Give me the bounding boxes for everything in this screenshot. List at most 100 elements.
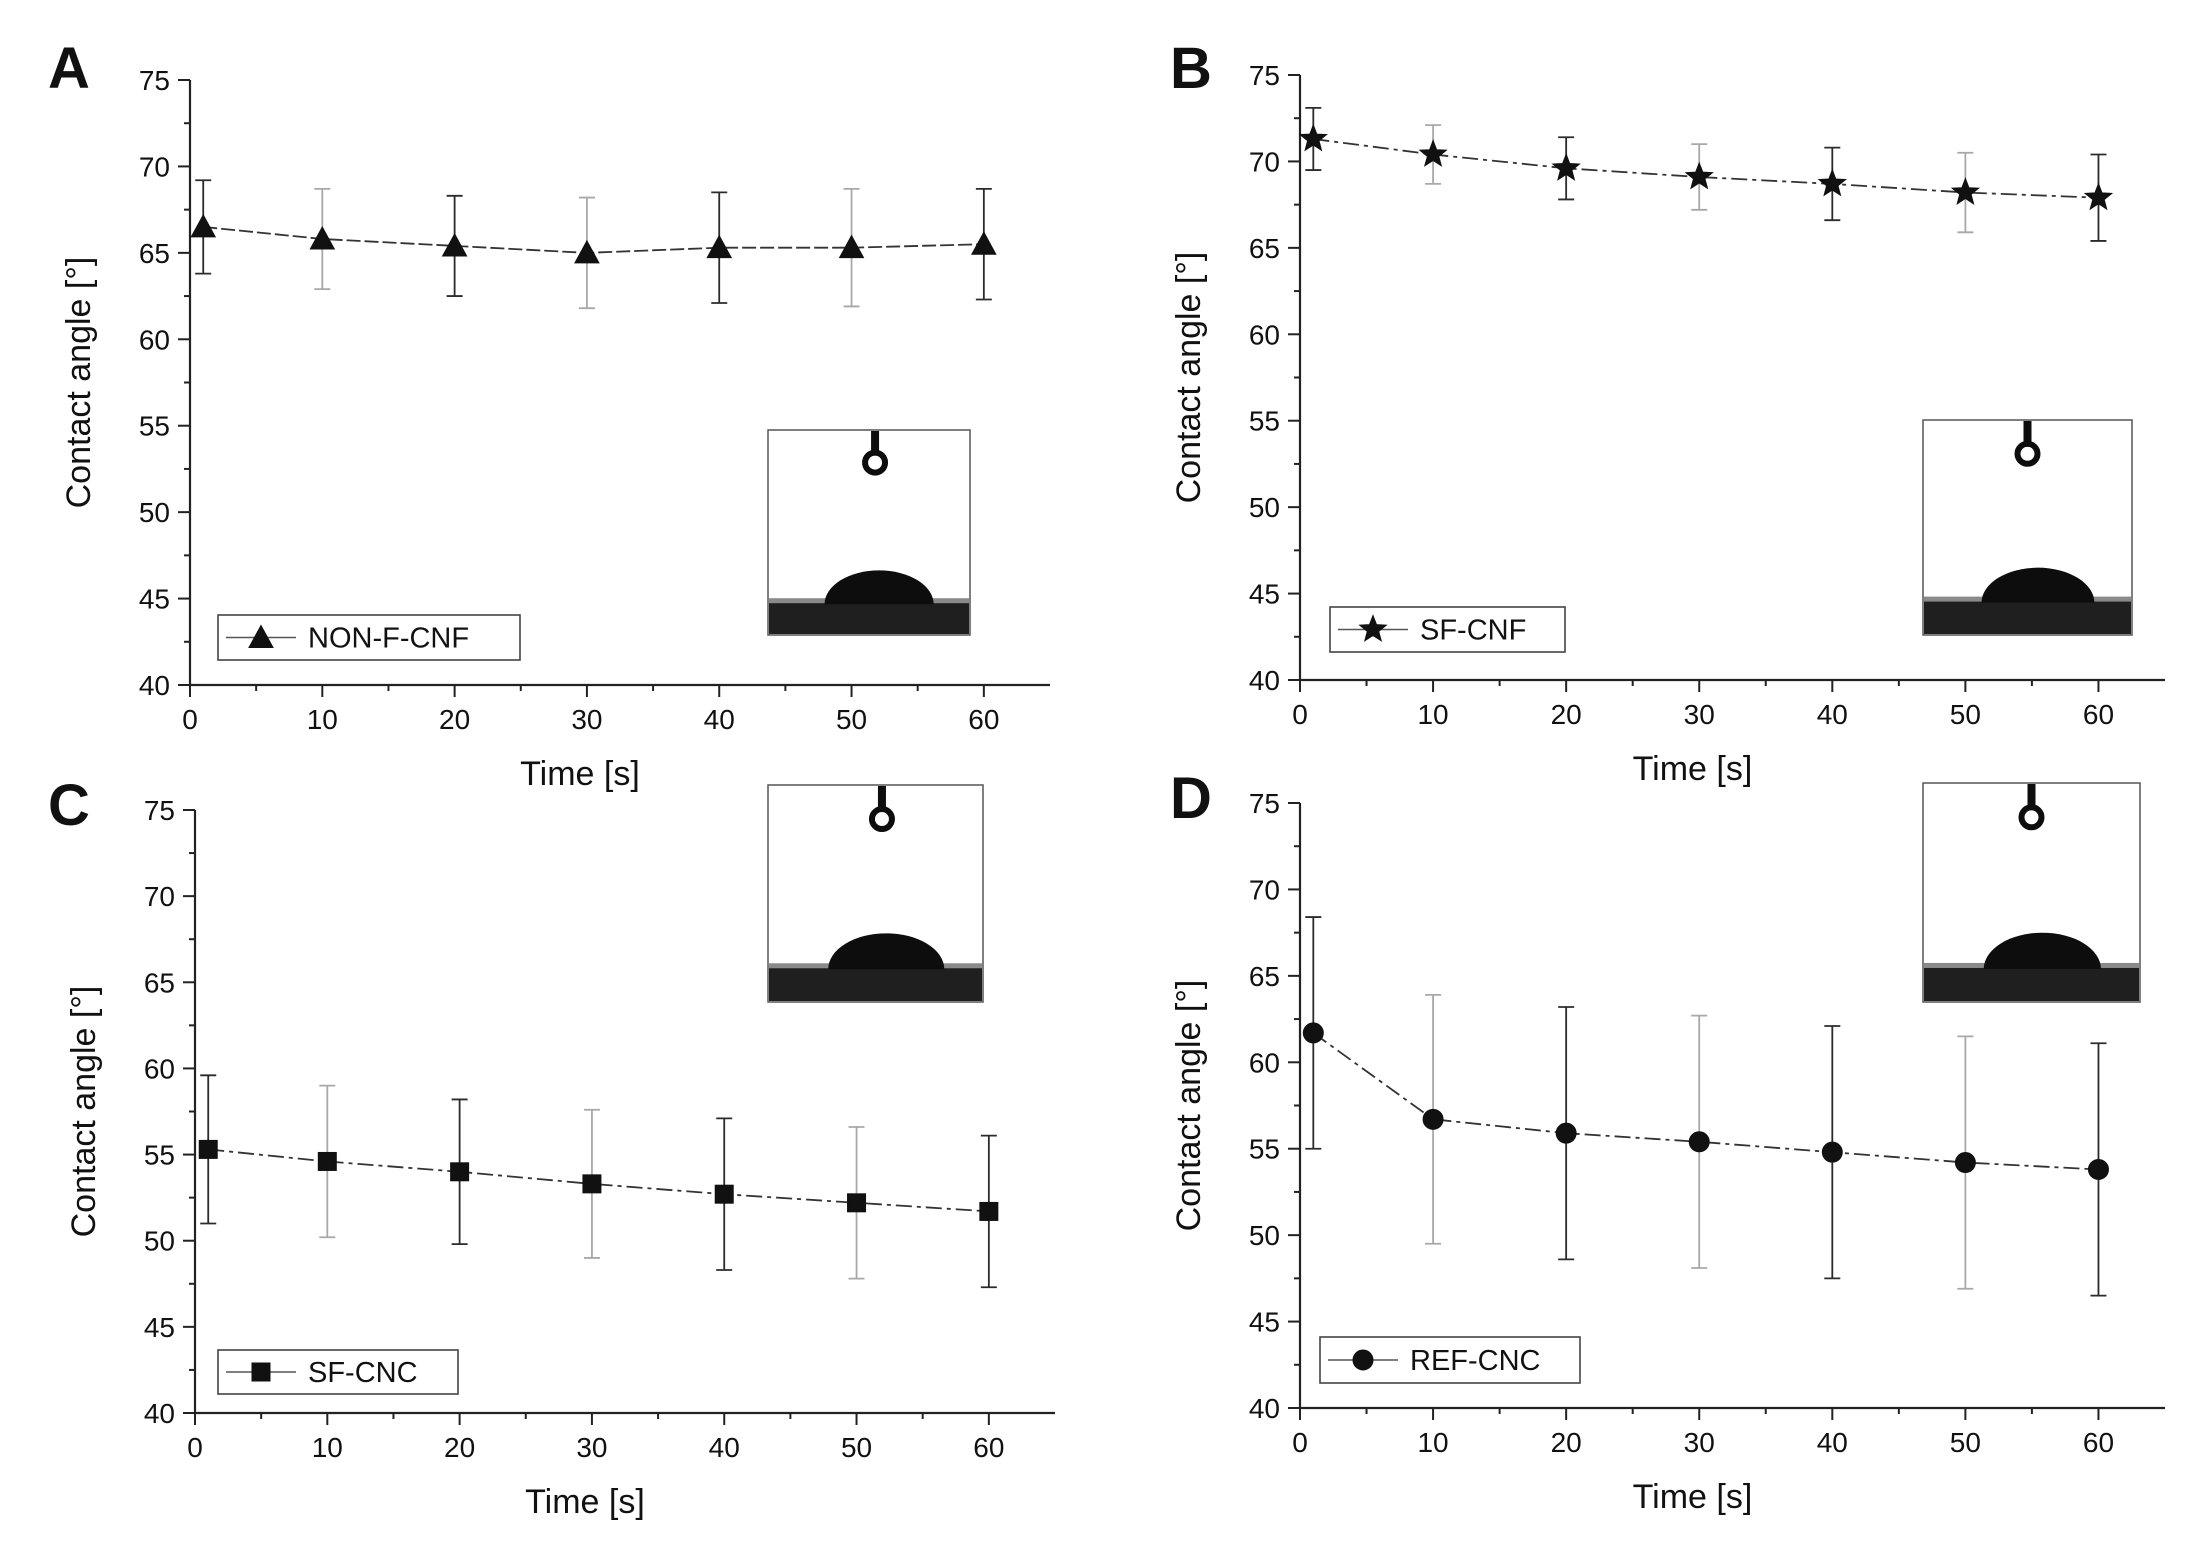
data-point	[1302, 1022, 1324, 1044]
x-tick-label: 0	[1292, 1427, 1308, 1458]
substrate-shadow	[1924, 966, 2139, 1001]
substrate-shadow	[769, 602, 969, 634]
y-tick-label: 75	[1249, 788, 1280, 819]
y-tick-label: 50	[139, 497, 170, 528]
x-tick-label: 40	[1817, 1427, 1848, 1458]
data-point	[574, 239, 600, 264]
data-point	[198, 1139, 218, 1159]
y-tick-label: 55	[144, 1140, 175, 1171]
y-tick-label: 45	[1249, 579, 1280, 610]
pendant-drop	[2018, 804, 2045, 831]
panel-letter: C	[48, 773, 90, 838]
legend-marker	[1358, 614, 1388, 642]
y-tick-label: 75	[1249, 60, 1280, 91]
y-tick-label: 55	[139, 411, 170, 442]
data-point	[1821, 1141, 1843, 1163]
y-tick-label: 60	[1249, 1047, 1280, 1078]
legend-label: REF-CNC	[1410, 1345, 1541, 1377]
legend: NON-F-CNF	[217, 614, 521, 661]
data-point	[1418, 139, 1448, 167]
x-tick-label: 20	[444, 1432, 475, 1463]
pendant-drop	[2014, 440, 2041, 467]
x-axis-title: Time [s]	[1633, 1478, 1753, 1516]
x-tick-label: 40	[704, 704, 735, 735]
legend: REF-CNC	[1319, 1336, 1581, 1384]
x-tick-label: 20	[439, 704, 470, 735]
legend-marker	[1352, 1349, 1374, 1371]
data-point	[706, 234, 733, 259]
y-tick-label: 45	[139, 584, 170, 615]
data-point	[971, 231, 997, 255]
x-tick-label: 50	[1950, 1427, 1981, 1458]
x-tick-label: 40	[709, 1432, 740, 1463]
x-tick-label: 50	[1950, 699, 1981, 730]
data-point	[979, 1201, 999, 1221]
data-point	[2087, 1158, 2109, 1180]
x-tick-label: 60	[973, 1432, 1004, 1463]
needle	[2027, 784, 2036, 811]
y-axis-title: Contact angle [°]	[60, 257, 98, 509]
x-tick-label: 30	[1684, 1427, 1715, 1458]
droplet-inset-image	[1922, 419, 2133, 636]
substrate-shadow	[1924, 600, 2131, 634]
data-point	[582, 1174, 602, 1194]
x-tick-label: 60	[2083, 1427, 2114, 1458]
y-tick-label: 40	[139, 670, 170, 701]
data-point	[1954, 1152, 1976, 1174]
droplet-inset-image	[767, 784, 984, 1003]
y-tick-label: 65	[1249, 233, 1280, 264]
y-tick-label: 45	[1249, 1307, 1280, 1338]
panel-letter: B	[1170, 36, 1212, 101]
panel-a: A 40 45 50 55 60 65 70 75 0 10 20 30 40 50 60 Time [s] Co…	[48, 36, 1050, 793]
y-tick-label: 55	[1249, 1134, 1280, 1165]
x-tick-label: 30	[1684, 699, 1715, 730]
y-tick-label: 75	[139, 65, 170, 96]
y-tick-label: 60	[139, 324, 170, 355]
x-axis-title: Time [s]	[520, 755, 640, 793]
x-tick-label: 20	[1551, 699, 1582, 730]
data-point	[1551, 152, 1581, 181]
data-point	[847, 1193, 867, 1213]
y-tick-label: 50	[144, 1226, 175, 1257]
needle	[2023, 421, 2032, 447]
sessile-droplet	[1981, 567, 2095, 603]
y-tick-label: 60	[144, 1053, 175, 1084]
x-tick-label: 40	[1817, 699, 1848, 730]
data-point	[1817, 168, 1847, 197]
legend-marker	[248, 624, 274, 648]
x-tick-label: 10	[1417, 1427, 1448, 1458]
needle	[871, 431, 880, 456]
data-point	[714, 1184, 734, 1204]
y-tick-label: 70	[139, 151, 170, 182]
sessile-droplet	[1983, 932, 2101, 969]
x-tick-label: 50	[836, 704, 867, 735]
panel-c: C 40 45 50 55 60 65 70 75 0 10 20 30 40 50 60 Time [s] Co…	[48, 773, 1055, 1521]
legend: SF-CNC	[217, 1349, 459, 1395]
data-point	[1422, 1108, 1444, 1130]
legend: SF-CNF	[1329, 606, 1566, 653]
y-tick-label: 70	[144, 881, 175, 912]
droplet-inset-image	[767, 429, 971, 636]
x-tick-label: 60	[2083, 699, 2114, 730]
data-point	[317, 1151, 337, 1171]
data-point	[1950, 177, 1981, 206]
y-tick-label: 65	[144, 967, 175, 998]
x-tick-label: 50	[841, 1432, 872, 1463]
data-point	[309, 225, 336, 250]
data-point	[838, 234, 865, 259]
data-point	[1684, 161, 1714, 190]
y-tick-label: 45	[144, 1312, 175, 1343]
x-tick-label: 0	[1292, 699, 1308, 730]
x-tick-label: 30	[576, 1432, 607, 1463]
legend-label: SF-CNC	[308, 1357, 418, 1389]
x-tick-label: 10	[307, 704, 338, 735]
y-axis-title: Contact angle [°]	[65, 986, 103, 1238]
x-tick-label: 60	[968, 704, 999, 735]
data-point	[1555, 1122, 1577, 1144]
x-tick-label: 10	[312, 1432, 343, 1463]
x-tick-label: 10	[1417, 699, 1448, 730]
y-tick-label: 65	[139, 238, 170, 269]
y-tick-label: 55	[1249, 406, 1280, 437]
y-tick-label: 40	[144, 1398, 175, 1429]
